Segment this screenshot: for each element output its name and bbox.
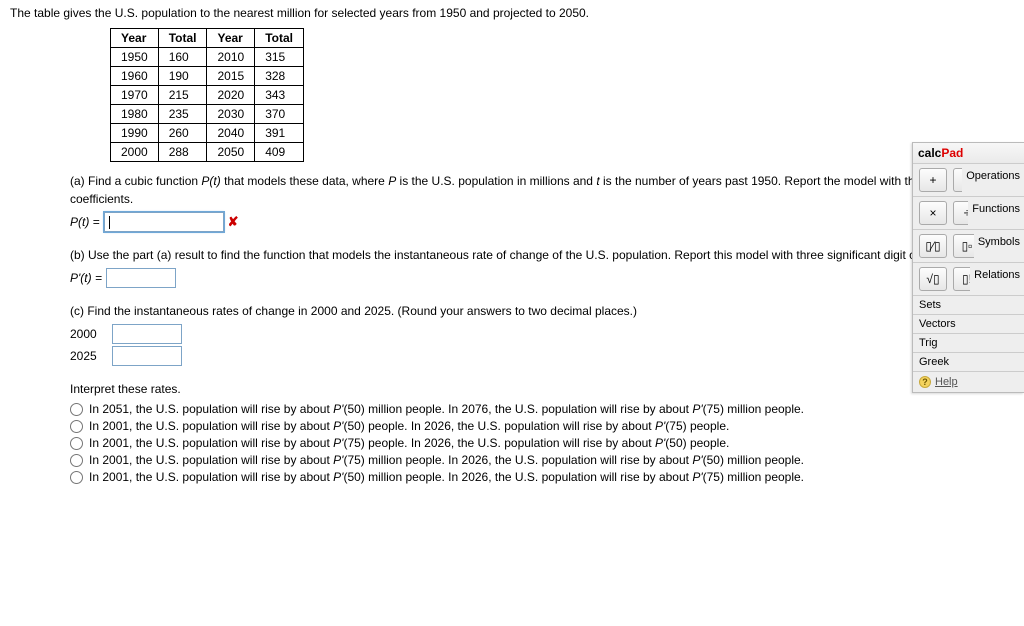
answer-a-lhs: P(t) = [70,215,100,229]
incorrect-icon: ✘ [228,214,239,230]
sec-operations[interactable]: Operations [962,164,1024,196]
answer-b-lhs: P'(t) = [70,271,102,285]
table-cell: 260 [158,124,207,143]
col-header: Year [207,29,255,48]
sec-vectors[interactable]: Vectors [913,315,1024,334]
table-cell: 2050 [207,143,255,162]
table-cell: 2020 [207,86,255,105]
calcpad-btn-fraction[interactable]: ▯⁄▯ [919,234,947,258]
sec-greek[interactable]: Greek [913,353,1024,372]
table-cell: 328 [255,67,304,86]
sec-symbols[interactable]: Symbols [974,230,1024,262]
question-c: (c) Find the instantaneous rates of chan… [70,302,1014,320]
answer-2025-input[interactable] [112,346,182,366]
interpret-option-label: In 2051, the U.S. population will rise b… [89,402,804,416]
answer-b-input[interactable] [106,268,176,288]
interpret-heading: Interpret these rates. [70,380,1014,398]
answer-a-input[interactable] [104,212,224,232]
table-cell: 288 [158,143,207,162]
question-a: (a) Find a cubic function P(t) that mode… [70,172,1014,208]
table-cell: 370 [255,105,304,124]
col-header: Total [158,29,207,48]
question-b: (b) Use the part (a) result to find the … [70,246,1014,264]
table-cell: 215 [158,86,207,105]
table-cell: 391 [255,124,304,143]
table-cell: 343 [255,86,304,105]
table-cell: 2010 [207,48,255,67]
table-cell: 235 [158,105,207,124]
sec-trig[interactable]: Trig [913,334,1024,353]
col-header: Year [111,29,159,48]
table-cell: 160 [158,48,207,67]
interpret-option-label: In 2001, the U.S. population will rise b… [89,419,729,433]
help-icon: ? [919,376,931,388]
table-cell: 2040 [207,124,255,143]
table-cell: 2015 [207,67,255,86]
interpret-option-label: In 2001, the U.S. population will rise b… [89,453,804,467]
intro-text: The table gives the U.S. population to t… [10,6,1014,20]
interpret-radio[interactable] [70,420,83,433]
sec-sets[interactable]: Sets [913,296,1024,315]
table-cell: 2030 [207,105,255,124]
help-link[interactable]: Help [935,376,958,388]
interpret-radio[interactable] [70,403,83,416]
interpret-option-label: In 2001, the U.S. population will rise b… [89,470,804,484]
sec-functions[interactable]: Functions [968,197,1024,229]
calcpad-btn-sqrt[interactable]: √▯ [919,267,947,291]
table-cell: 315 [255,48,304,67]
interpret-radio[interactable] [70,471,83,484]
answer-2000-input[interactable] [112,324,182,344]
interpret-option-label: In 2001, the U.S. population will rise b… [89,436,729,450]
interpret-radio[interactable] [70,437,83,450]
table-cell: 1970 [111,86,159,105]
col-header: Total [255,29,304,48]
table-cell: 409 [255,143,304,162]
population-table: Year Total Year Total 19501602010315 1960… [110,28,304,162]
interpret-options: In 2051, the U.S. population will rise b… [70,402,1014,484]
sec-relations[interactable]: Relations [970,263,1024,295]
table-cell: 1990 [111,124,159,143]
calcpad-panel: calcPad + − Operations × ÷ Functions ▯⁄▯… [912,142,1024,393]
table-cell: 1950 [111,48,159,67]
calcpad-btn-plus[interactable]: + [919,168,947,192]
table-cell: 2000 [111,143,159,162]
label-2025: 2025 [70,349,104,363]
calcpad-btn-times[interactable]: × [919,201,947,225]
calcpad-header: calcPad [913,143,1024,164]
table-cell: 1980 [111,105,159,124]
label-2000: 2000 [70,327,104,341]
interpret-radio[interactable] [70,454,83,467]
table-cell: 1960 [111,67,159,86]
table-cell: 190 [158,67,207,86]
